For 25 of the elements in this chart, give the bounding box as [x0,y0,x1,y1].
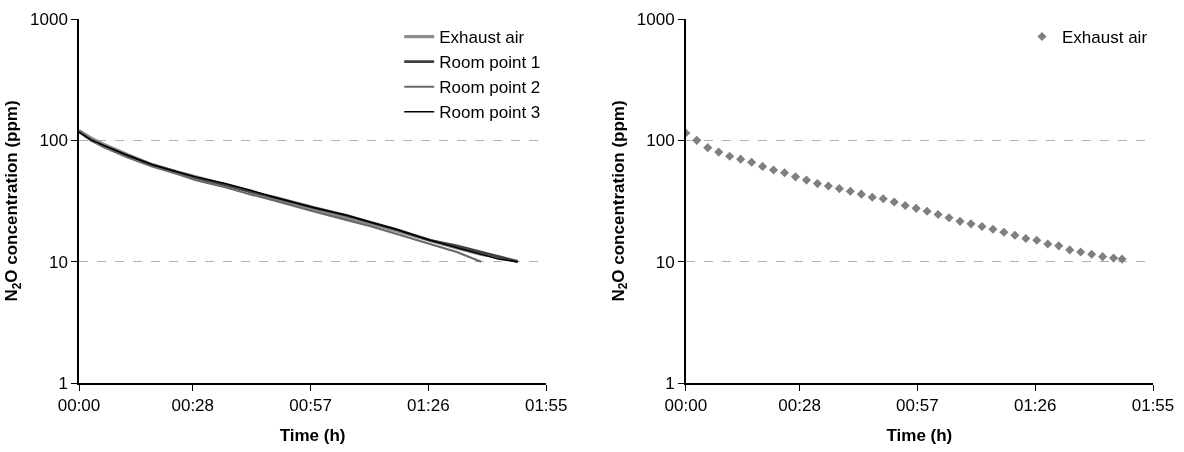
y-tick-label: 1 [58,373,68,393]
y-tick-label: 10 [655,252,675,272]
x-tick-label: 00:57 [289,396,332,416]
y-tick-label: 1 [665,373,675,393]
x-tick-label: 01:26 [407,396,450,416]
x-tick-label: 00:00 [664,396,708,416]
x-tick-label: 00:57 [896,396,939,416]
x-axis-title: Time (h) [886,426,953,446]
x-tick-label: 00:28 [171,396,215,416]
x-tick-label: 00:00 [57,396,101,416]
x-axis-title: Time (h) [279,426,346,446]
legend-label: Room point 3 [439,103,541,123]
legend-label: Room point 1 [439,53,541,73]
legend-label: Exhaust air [439,28,525,48]
legend-label: Exhaust air [1062,28,1148,48]
x-tick-label: 01:55 [524,396,568,416]
y-tick-label: 1000 [30,9,68,29]
x-tick-label: 01:26 [1013,396,1057,416]
x-tick-label: 01:55 [1131,396,1175,416]
y-tick-label: 100 [39,131,68,151]
legend-label: Room point 2 [439,78,541,98]
y-tick-label: 100 [646,131,675,151]
y-tick-label: 1000 [636,9,675,29]
x-tick-label: 00:28 [778,396,821,416]
y-tick-label: 10 [48,252,68,272]
